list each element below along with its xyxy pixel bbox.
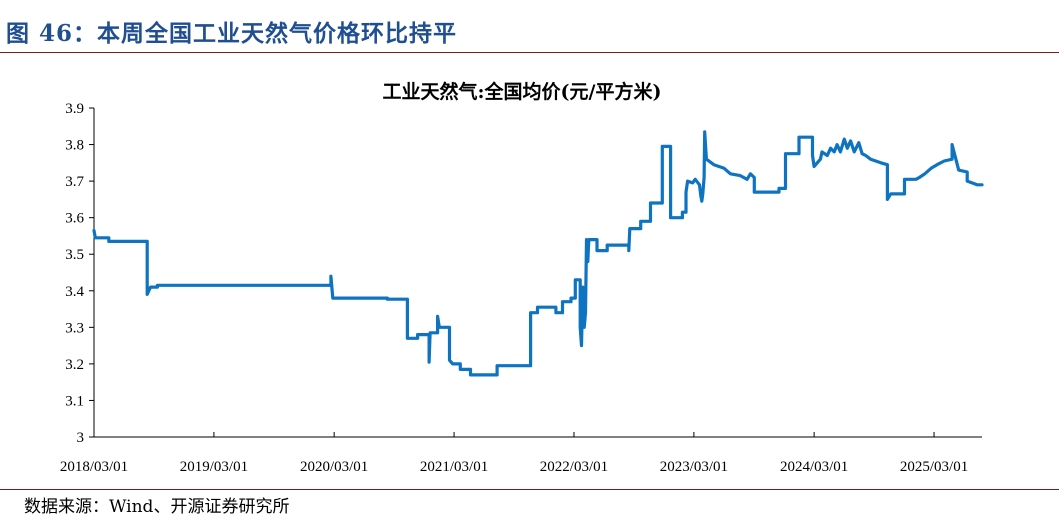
x-tick-label: 2022/03/01 [540,459,608,475]
x-axis: 2018/03/01 2019/03/01 2020/03/01 2021/03/01… [60,432,982,475]
series-group [92,130,984,377]
y-tick-label: 3.8 [65,138,84,154]
y-tick-label: 3.3 [65,320,84,336]
y-tick-label: 3.1 [65,393,84,409]
x-tick-label: 2019/03/01 [180,459,248,475]
y-tick-label: 3.9 [65,101,84,117]
y-tick-label: 3.7 [65,174,84,190]
x-tick-label: 2020/03/01 [300,459,368,475]
y-tick-label: 3.4 [65,284,84,300]
x-tick-label: 2021/03/01 [420,459,488,475]
x-tick-label: 2018/03/01 [60,459,128,475]
top-rule [0,52,1059,53]
y-axis: 3 3.1 3.2 3.3 3.4 3.5 3.6 3.7 3.8 3.9 [65,101,95,446]
bottom-rule [0,489,1059,490]
y-tick-label: 3.5 [65,247,84,263]
x-tick-label: 2024/03/01 [780,459,848,475]
series-line [92,130,984,377]
figure-title: 图 46：本周全国工业天然气价格环比持平 [6,20,458,47]
data-source: 数据来源：Wind、开源证券研究所 [24,497,290,517]
y-tick-label: 3 [77,430,85,446]
x-tick-label: 2025/03/01 [900,459,968,475]
y-tick-label: 3.6 [65,211,84,227]
y-tick-label: 3.2 [65,357,84,373]
x-tick-label: 2023/03/01 [660,459,728,475]
chart-title: 工业天然气:全国均价(元/平方米) [383,80,662,103]
